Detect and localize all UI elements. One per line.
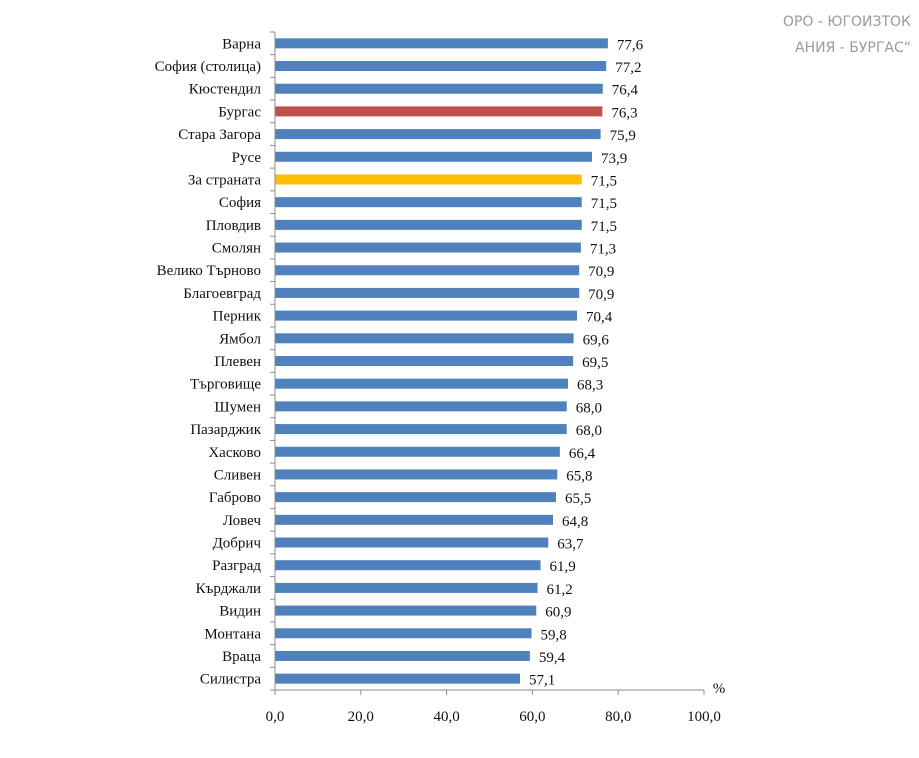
bar xyxy=(275,151,593,162)
bar xyxy=(275,605,537,616)
bar xyxy=(275,310,578,321)
bar xyxy=(275,469,558,480)
bar xyxy=(275,446,560,457)
value-label: 64,8 xyxy=(562,514,588,530)
category-label: Смолян xyxy=(212,241,261,257)
value-label: 71,5 xyxy=(591,219,617,235)
bar xyxy=(275,219,582,230)
value-tick-label: 100,0 xyxy=(687,709,721,725)
value-label: 61,2 xyxy=(547,582,573,598)
category-label: Видин xyxy=(219,604,261,620)
value-label: 76,4 xyxy=(612,83,639,99)
value-label: 69,6 xyxy=(583,332,610,348)
bars-layer: Варна 77,6 София (столица) 77,2 Кюстендил 76,… xyxy=(155,36,644,688)
category-label: Кърджали xyxy=(196,581,261,597)
category-label: Кюстендил xyxy=(189,82,262,98)
value-tick-label: 0,0 xyxy=(266,709,285,725)
value-label: 71,3 xyxy=(590,242,616,258)
value-label: 63,7 xyxy=(557,537,584,553)
bar xyxy=(275,378,569,389)
value-label: 59,8 xyxy=(541,627,567,643)
bar xyxy=(275,424,567,435)
category-label: Плевен xyxy=(214,354,261,370)
bar xyxy=(275,265,580,276)
value-label: 65,8 xyxy=(566,468,592,484)
value-label: 57,1 xyxy=(529,673,555,689)
axis-layer: 0,0 20,0 40,0 60,0 80,0 100,0% xyxy=(266,31,726,725)
value-label: 59,4 xyxy=(539,650,566,666)
category-label: Благоевград xyxy=(183,286,261,302)
value-tick-label: 20,0 xyxy=(348,709,374,725)
bar xyxy=(275,129,601,140)
value-label: 77,6 xyxy=(617,37,644,53)
header-line-1: ОРО - ЮГОИЗТОК xyxy=(782,14,911,30)
category-label: Сливен xyxy=(214,467,261,483)
bar xyxy=(275,560,541,571)
category-label: За страната xyxy=(188,172,262,188)
category-label: Варна xyxy=(222,36,261,52)
value-label: 68,0 xyxy=(576,423,602,439)
category-label: Ямбол xyxy=(219,331,261,347)
bar xyxy=(275,83,603,94)
value-label: 75,9 xyxy=(610,128,636,144)
bar xyxy=(275,356,574,366)
bar xyxy=(275,537,549,548)
bar xyxy=(275,38,608,49)
category-label: Монтана xyxy=(204,626,261,642)
bar xyxy=(275,514,553,525)
bar xyxy=(275,492,556,503)
value-label: 69,5 xyxy=(582,355,608,371)
value-label: 73,9 xyxy=(601,151,627,167)
category-label: Стара Загора xyxy=(178,127,261,143)
bar xyxy=(275,582,538,593)
category-label: Ловеч xyxy=(223,513,262,529)
category-label: Велико Търново xyxy=(157,263,261,279)
value-label: 76,3 xyxy=(611,105,637,121)
category-label: Бургас xyxy=(218,104,261,120)
category-label: Русе xyxy=(232,150,262,166)
bar xyxy=(275,628,532,639)
value-label: 70,9 xyxy=(588,264,614,280)
value-tick-label: 40,0 xyxy=(433,709,459,725)
category-label: София xyxy=(219,195,261,211)
bar xyxy=(275,650,530,661)
value-label: 71,5 xyxy=(591,196,617,212)
category-label: Хасково xyxy=(208,445,261,461)
value-label: 71,5 xyxy=(591,173,617,189)
bar xyxy=(275,673,520,684)
value-label: 77,2 xyxy=(615,60,641,76)
bar xyxy=(275,401,567,412)
value-tick-label: 80,0 xyxy=(605,709,631,725)
category-label: Разград xyxy=(212,558,261,574)
category-label: Габрово xyxy=(209,490,261,506)
bar xyxy=(275,61,607,72)
value-label: 70,4 xyxy=(586,310,613,326)
bar xyxy=(275,242,581,253)
category-label: София (столица) xyxy=(155,59,261,75)
category-label: Силистра xyxy=(200,672,261,688)
value-tick-label: 60,0 xyxy=(519,709,545,725)
value-label: 65,5 xyxy=(565,491,591,507)
category-label: Търговище xyxy=(190,377,261,393)
category-label: Перник xyxy=(213,309,262,325)
bar xyxy=(275,106,603,117)
category-label: Враца xyxy=(222,649,261,665)
category-label: Пазарджик xyxy=(190,422,261,438)
value-label: 61,9 xyxy=(550,559,576,575)
bar xyxy=(275,197,582,208)
bar xyxy=(275,333,574,344)
category-label: Добрич xyxy=(213,536,262,552)
unit-label: % xyxy=(713,681,726,697)
category-label: Пловдив xyxy=(206,218,261,234)
value-label: 66,4 xyxy=(569,446,596,462)
value-label: 68,0 xyxy=(576,400,602,416)
bar xyxy=(275,287,580,298)
category-label: Шумен xyxy=(214,399,261,415)
bar xyxy=(275,174,582,185)
value-label: 60,9 xyxy=(545,605,571,621)
value-label: 70,9 xyxy=(588,287,614,303)
header-line-2: АНИЯ - БУРГАС“ xyxy=(795,40,911,56)
value-label: 68,3 xyxy=(577,378,603,394)
